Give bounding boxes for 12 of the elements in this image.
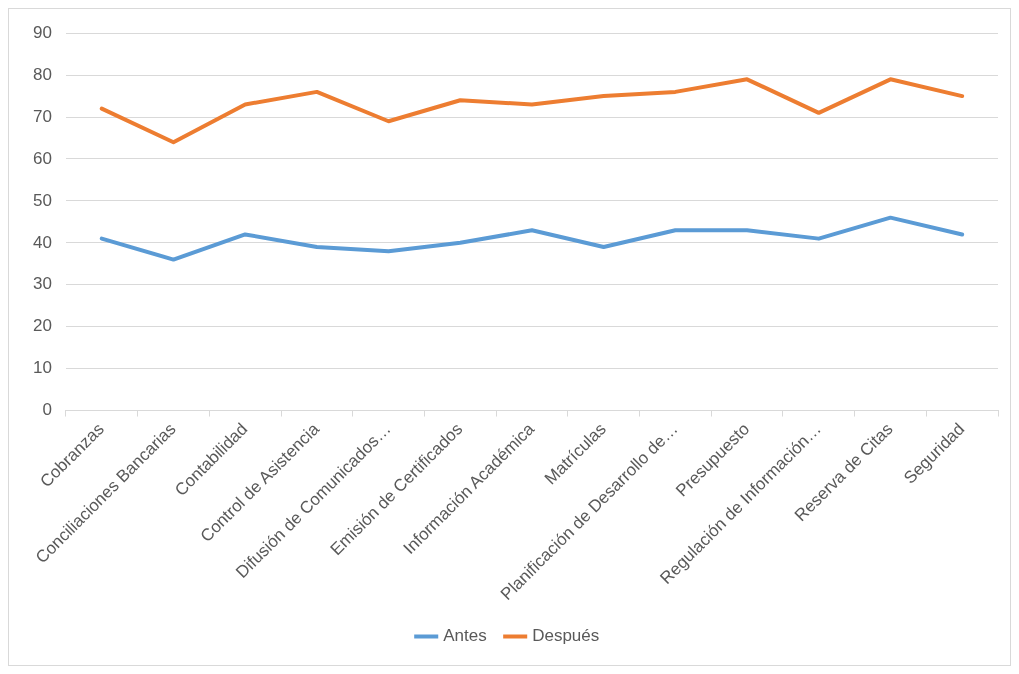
y-tick-label: 60: [32, 148, 52, 168]
y-tick-label: 70: [32, 106, 52, 126]
legend-label: Después: [532, 626, 600, 646]
y-tick-label: 90: [32, 22, 52, 42]
y-tick-label: 80: [32, 64, 52, 84]
y-tick-label: 40: [32, 232, 52, 252]
y-tick-label: 20: [32, 316, 52, 336]
y-tick-label: 10: [32, 358, 52, 378]
y-tick-label: 30: [32, 274, 52, 294]
y-tick-label: 0: [42, 400, 52, 420]
legend-label: Antes: [443, 626, 487, 646]
y-tick-label: 50: [32, 190, 52, 210]
